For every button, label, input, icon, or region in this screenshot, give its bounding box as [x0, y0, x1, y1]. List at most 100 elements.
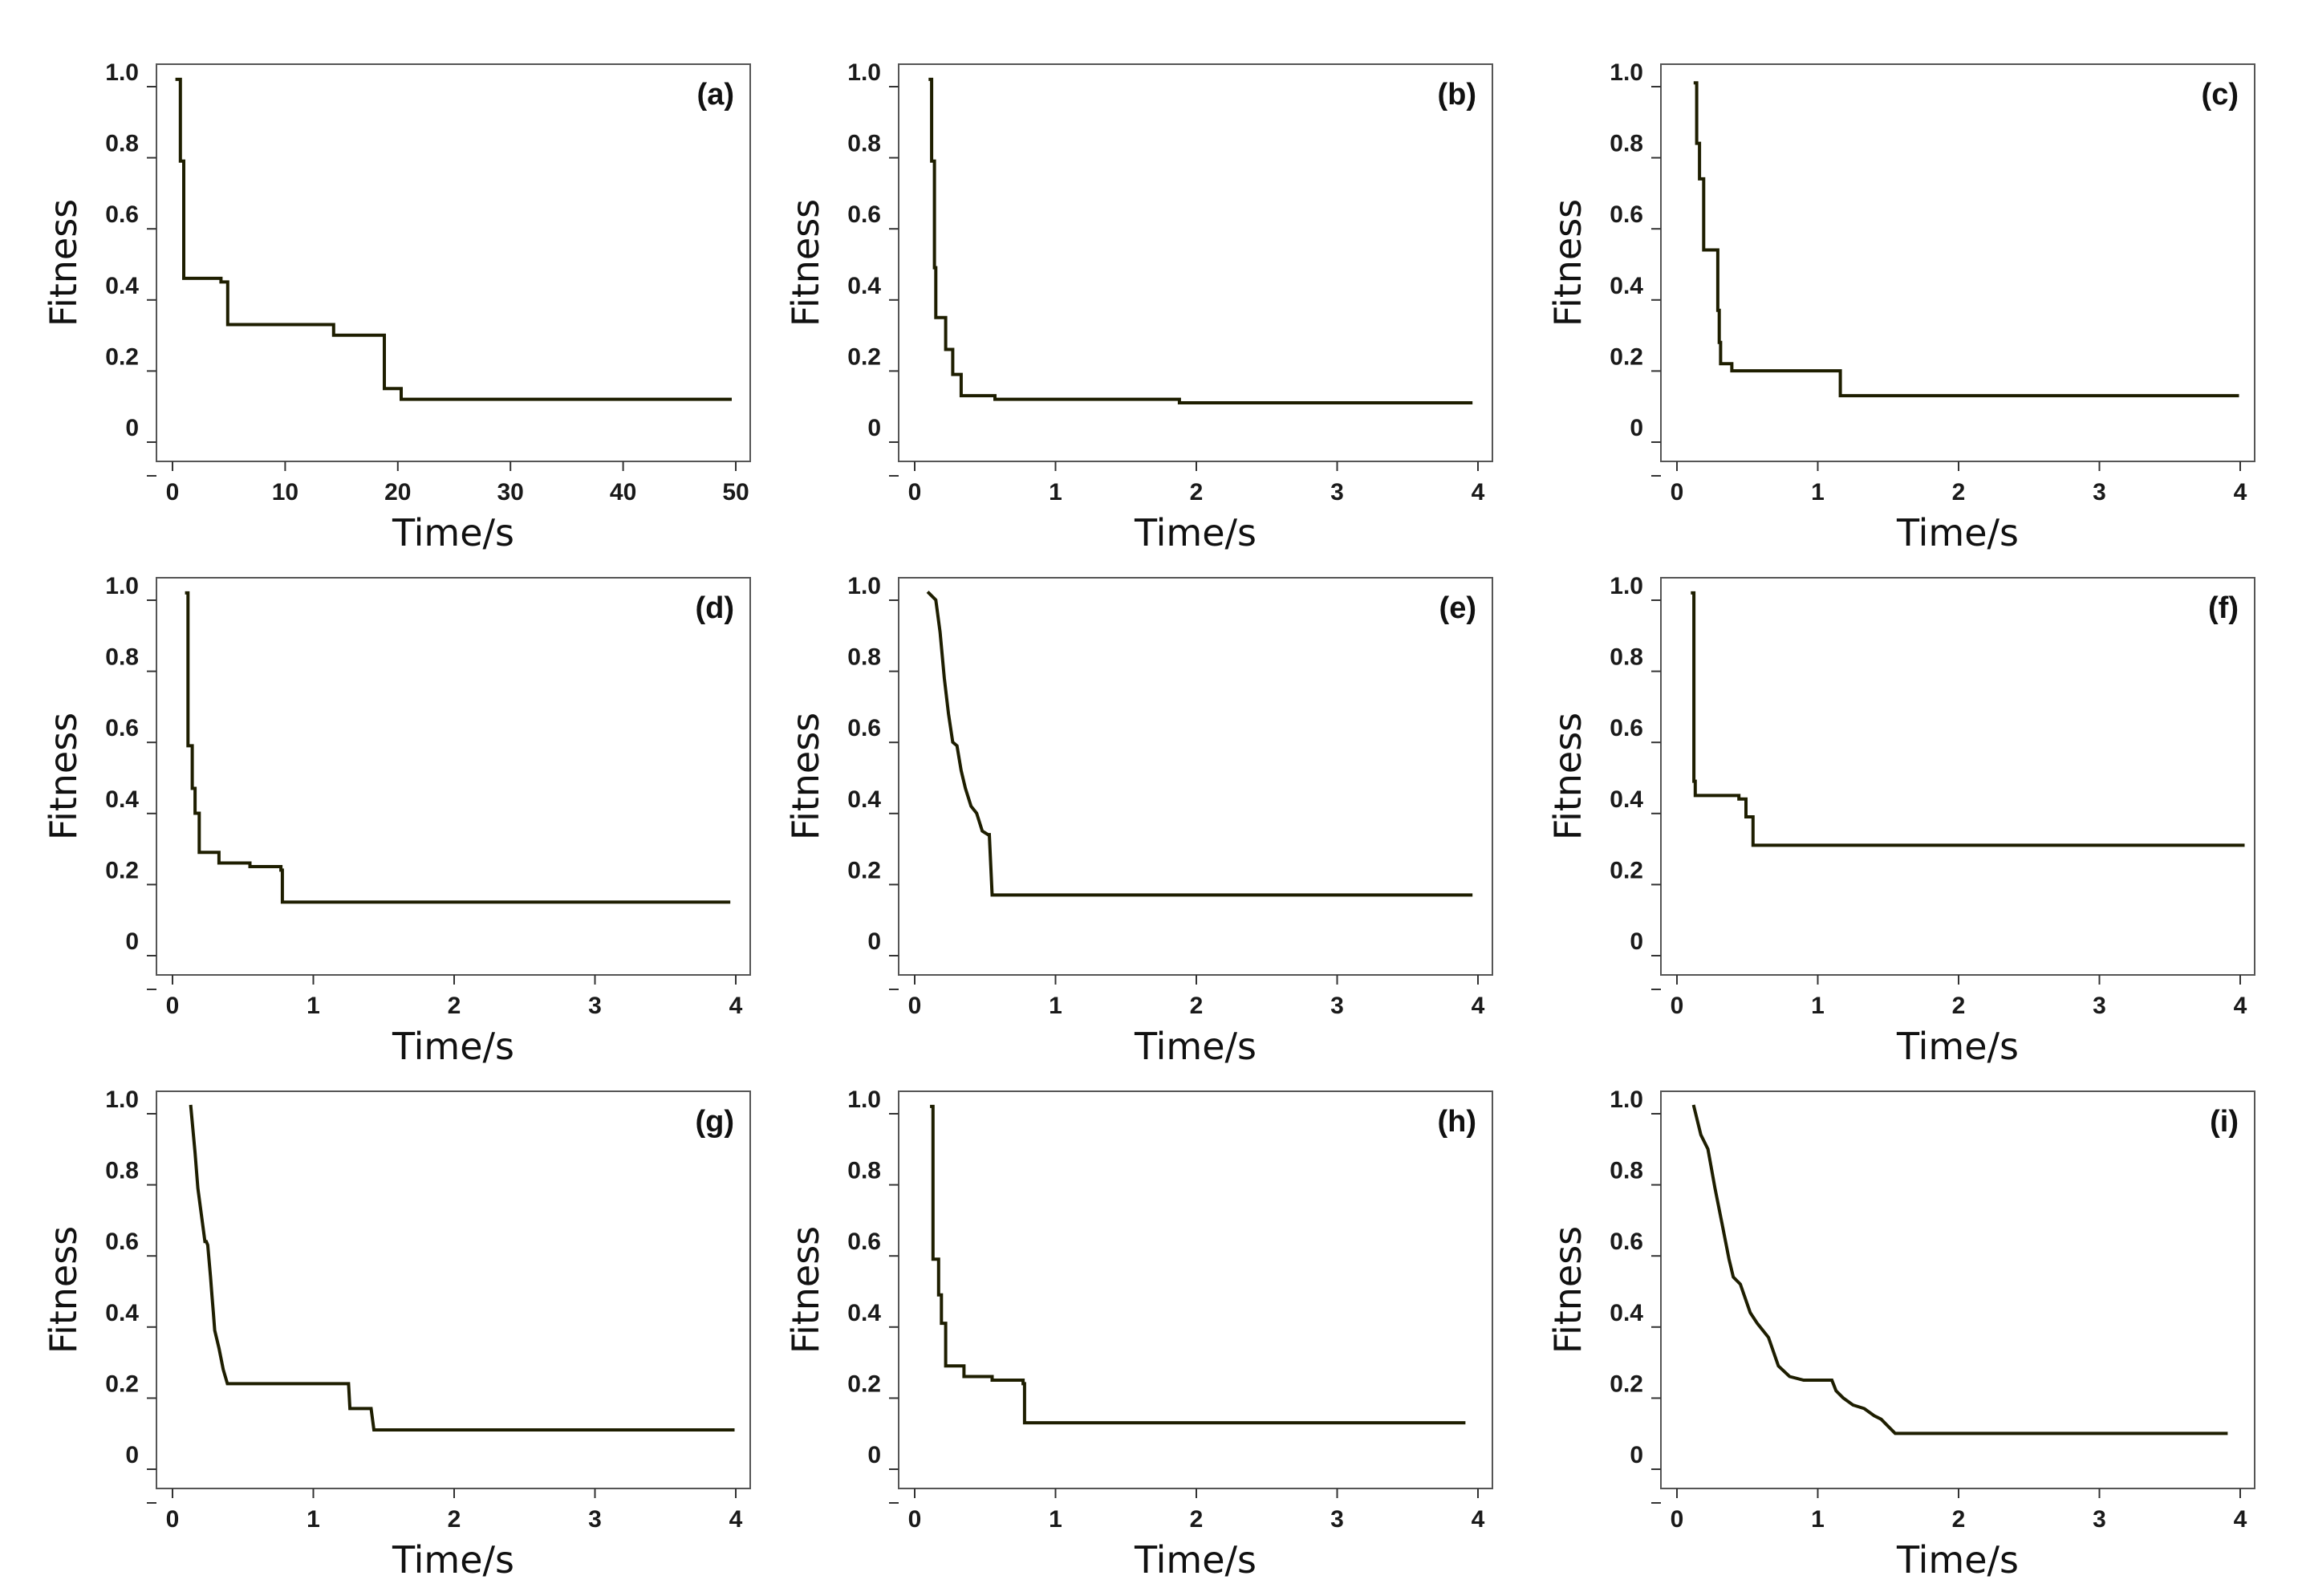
y-tick-label: 0 [125, 928, 139, 955]
y-tick-label: 0 [1630, 1442, 1643, 1468]
y-axis-label: Fitness [784, 1226, 827, 1354]
x-tick-label: 4 [2234, 1506, 2247, 1533]
x-tick-label: 30 [497, 479, 524, 506]
y-tick-label: 1.0 [105, 573, 139, 599]
x-tick-label: 3 [2093, 479, 2106, 506]
y-tick-label: 0.2 [1610, 1371, 1643, 1397]
y-tick-label: 0.2 [105, 1371, 139, 1397]
y-tick-label: 0.2 [847, 857, 881, 883]
x-tick-label: 4 [729, 993, 743, 1019]
x-tick-label: 1 [1811, 1506, 1825, 1533]
y-tick-label: 0.4 [105, 1300, 139, 1326]
panel-label: (f) [2208, 591, 2239, 625]
x-tick-label: 4 [2234, 479, 2247, 506]
y-tick-label: 0.8 [847, 1158, 881, 1184]
fitness-line [175, 77, 732, 401]
y-tick-label: 0.4 [847, 786, 881, 813]
fitness-line [185, 591, 731, 904]
y-tick-label: 0.6 [847, 715, 881, 741]
y-tick-label: 1.0 [847, 59, 881, 86]
y-tick-label: 0.8 [105, 1158, 139, 1184]
y-tick-label: 0.6 [1610, 1228, 1643, 1255]
x-tick-label: 2 [1952, 993, 1966, 1019]
x-tick-label: 4 [729, 1506, 743, 1533]
x-axis-label: Time/s [1896, 511, 2019, 554]
y-tick-label: 0.2 [1610, 343, 1643, 370]
y-tick-label: 0.8 [1610, 1158, 1643, 1184]
panel-h: 0 0.2 0.4 0.6 0.8 1.0 0 1 2 3 4 Time/s Fitness (h) [784, 1086, 1493, 1582]
y-tick-label: 1.0 [1610, 573, 1643, 599]
fitness-line [926, 591, 1473, 897]
y-axis-label: Fitness [1546, 713, 1589, 840]
panel-label: (a) [697, 78, 734, 112]
x-tick-label: 2 [448, 993, 461, 1019]
y-tick-label: 0 [125, 1442, 139, 1468]
y-axis-label: Fitness [42, 1226, 85, 1354]
x-tick-label: 3 [588, 1506, 602, 1533]
x-tick-label: 3 [1330, 479, 1344, 506]
fitness-line [928, 77, 1473, 404]
y-tick-label: 0.4 [847, 1300, 881, 1326]
y-tick-label: 0 [1630, 415, 1643, 441]
y-axis-label: Fitness [784, 199, 827, 327]
y-tick-label: 0.8 [847, 131, 881, 157]
panel-d: 0 0.2 0.4 0.6 0.8 1.0 0 1 2 3 4 Time/s Fitness (d) [42, 573, 751, 1068]
x-tick-label: 20 [384, 479, 411, 506]
y-tick-label: 0.2 [105, 343, 139, 370]
x-tick-label: 1 [1811, 993, 1825, 1019]
y-tick-label: 0.4 [847, 273, 881, 299]
y-tick-label: 0.4 [1610, 1300, 1643, 1326]
x-tick-label: 3 [2093, 1506, 2106, 1533]
x-tick-label: 0 [908, 479, 922, 506]
plot-frame [1660, 577, 2255, 976]
x-tick-label: 0 [908, 1506, 922, 1533]
y-tick-label: 0 [867, 928, 881, 955]
y-tick-label: 0.2 [847, 343, 881, 370]
y-axis-label: Fitness [1546, 1226, 1589, 1354]
panel-i: 0 0.2 0.4 0.6 0.8 1.0 0 1 2 3 4 Time/s Fitness (i) [1546, 1086, 2255, 1582]
x-axis-label: Time/s [1134, 1025, 1257, 1068]
y-tick-label: 0.6 [1610, 201, 1643, 228]
x-tick-label: 2 [1190, 479, 1204, 506]
y-tick-label: 0.4 [105, 786, 139, 813]
x-tick-label: 4 [2234, 993, 2247, 1019]
y-tick-label: 1.0 [847, 1086, 881, 1113]
y-axis-label: Fitness [1546, 199, 1589, 327]
fitness-line [1693, 81, 2239, 398]
x-axis-label: Time/s [1134, 511, 1257, 554]
y-tick-label: 0.6 [1610, 715, 1643, 741]
x-tick-label: 0 [166, 1506, 180, 1533]
y-tick-label: 0.8 [1610, 644, 1643, 671]
x-tick-label: 3 [1330, 993, 1344, 1019]
x-tick-label: 2 [1190, 1506, 1204, 1533]
panel-label: (e) [1439, 591, 1476, 625]
y-tick-label: 1.0 [1610, 59, 1643, 86]
panel-label: (c) [2202, 78, 2239, 112]
y-tick-label: 0 [125, 415, 139, 441]
x-tick-label: 3 [2093, 993, 2106, 1019]
fitness-line [1691, 591, 2245, 847]
panel-a: 0 0.2 0.4 0.6 0.8 1.0 0 10 20 30 40 50 Time/s Fitness… [42, 59, 751, 554]
y-axis-label: Fitness [42, 713, 85, 840]
x-tick-label: 0 [1671, 479, 1684, 506]
panel-label: (b) [1437, 78, 1476, 112]
y-tick-label: 0.8 [105, 131, 139, 157]
y-tick-label: 0.4 [105, 273, 139, 299]
y-tick-label: 0.4 [1610, 786, 1643, 813]
x-tick-label: 4 [1472, 1506, 1485, 1533]
x-tick-label: 0 [166, 479, 180, 506]
plot-frame [898, 1090, 1493, 1489]
panel-label: (i) [2210, 1105, 2239, 1139]
panel-b: 0 0.2 0.4 0.6 0.8 1.0 0 1 2 3 4 Time/s Fitness (b) [784, 59, 1493, 554]
x-axis-label: Time/s [1896, 1538, 2019, 1582]
y-tick-label: 0.6 [847, 201, 881, 228]
x-tick-label: 4 [1472, 993, 1485, 1019]
y-tick-label: 0.8 [1610, 131, 1643, 157]
x-tick-label: 0 [166, 993, 180, 1019]
x-tick-label: 1 [307, 993, 320, 1019]
x-tick-label: 0 [1671, 1506, 1684, 1533]
panel-c: 0 0.2 0.4 0.6 0.8 1.0 0 1 2 3 4 Time/s Fitness (c) [1546, 59, 2255, 554]
y-tick-label: 0.2 [105, 857, 139, 883]
x-tick-label: 2 [1952, 479, 1966, 506]
